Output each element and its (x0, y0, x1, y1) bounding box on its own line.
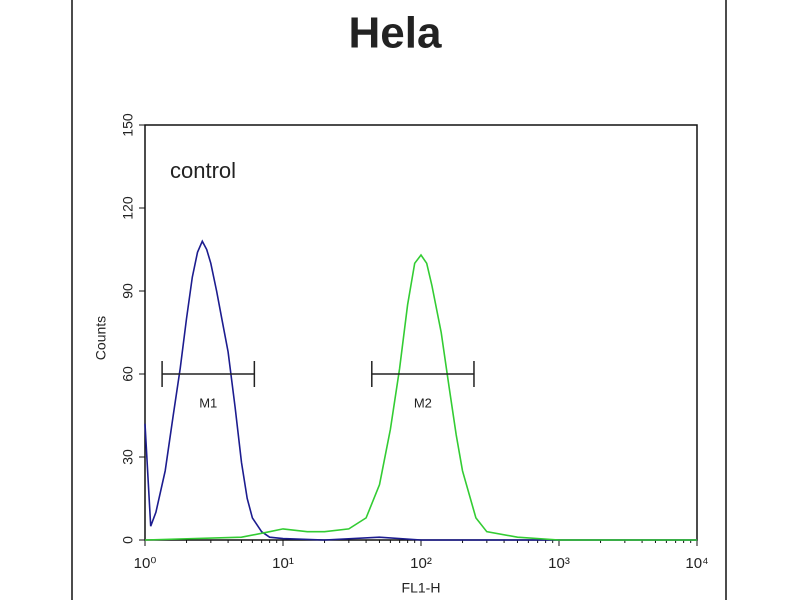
gate-label: M2 (414, 395, 432, 410)
x-tick-label: 10³ (548, 555, 570, 572)
plot-frame (144, 124, 698, 541)
gate-label: M1 (199, 395, 217, 410)
x-axis-label: FL1-H (402, 580, 441, 596)
y-tick-label: 0 (120, 536, 136, 544)
y-tick-label: 120 (120, 196, 136, 220)
x-tick-label: 10⁰ (134, 555, 157, 572)
x-tick-label: 10² (410, 555, 432, 572)
x-tick-label: 10¹ (272, 555, 294, 572)
y-axis-label: Counts (93, 316, 109, 360)
y-tick-label: 30 (120, 449, 136, 465)
y-tick-label: 150 (120, 113, 136, 137)
chart-title: Hela (349, 9, 442, 58)
y-tick-label: 90 (120, 283, 136, 299)
series-line (144, 239, 697, 541)
x-tick-label: 10⁴ (685, 555, 708, 572)
annotation: control (170, 158, 236, 183)
figure-frame (71, 0, 727, 600)
y-tick-label: 60 (120, 366, 136, 382)
series-line (144, 253, 697, 541)
